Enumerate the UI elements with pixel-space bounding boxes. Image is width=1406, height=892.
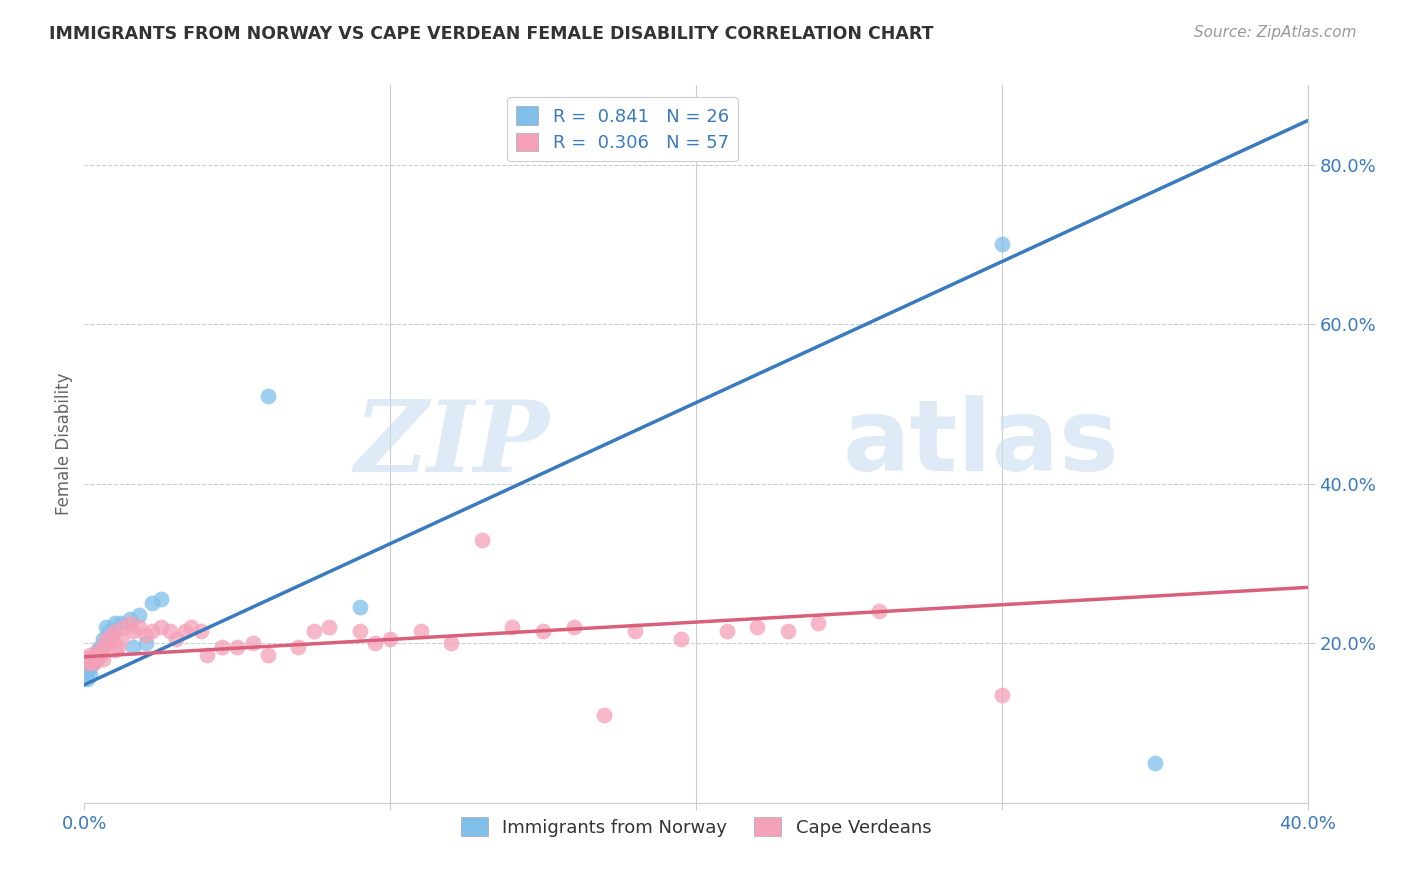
Point <box>318 620 340 634</box>
Point <box>91 652 114 666</box>
Point <box>1143 756 1166 770</box>
Point <box>135 628 157 642</box>
Point <box>107 640 129 655</box>
Point <box>716 624 738 639</box>
Point <box>89 648 111 663</box>
Point <box>76 656 98 670</box>
Point <box>91 640 114 655</box>
Point <box>149 620 172 634</box>
Point <box>180 620 202 634</box>
Point <box>79 656 101 670</box>
Point <box>593 708 616 723</box>
Point <box>211 640 233 655</box>
Point <box>89 648 111 663</box>
Point <box>89 642 111 657</box>
Point <box>257 389 280 403</box>
Point <box>190 624 212 639</box>
Point <box>141 624 163 639</box>
Point <box>120 612 142 626</box>
Point <box>128 620 150 634</box>
Point <box>991 237 1014 252</box>
Point <box>669 632 692 647</box>
Point <box>120 616 142 631</box>
Point <box>79 668 101 682</box>
Point <box>86 646 108 660</box>
Point <box>79 654 101 668</box>
Point <box>195 648 218 663</box>
Point <box>380 632 402 647</box>
Point <box>869 604 891 618</box>
Point <box>991 688 1014 702</box>
Point <box>79 648 101 663</box>
Point <box>97 624 120 639</box>
Point <box>287 640 309 655</box>
Point <box>112 620 135 634</box>
Point <box>141 596 163 610</box>
Legend: Immigrants from Norway, Cape Verdeans: Immigrants from Norway, Cape Verdeans <box>453 810 939 844</box>
Point <box>86 644 108 658</box>
Point <box>122 624 145 639</box>
Point <box>807 616 830 631</box>
Point <box>79 660 101 674</box>
Point <box>364 636 387 650</box>
Point <box>110 616 132 631</box>
Point <box>89 640 111 655</box>
Point <box>165 632 187 647</box>
Point <box>562 620 585 634</box>
Point <box>104 642 127 657</box>
Point <box>257 648 280 663</box>
Point <box>94 620 117 634</box>
Point <box>149 592 172 607</box>
Point <box>76 672 98 686</box>
Point <box>122 640 145 655</box>
Y-axis label: Female Disability: Female Disability <box>55 373 73 515</box>
Point <box>128 608 150 623</box>
Point <box>226 640 249 655</box>
Point <box>747 620 769 634</box>
Point <box>159 624 181 639</box>
Point <box>349 600 371 615</box>
Point <box>91 632 114 647</box>
Point <box>83 656 105 670</box>
Point <box>97 636 120 650</box>
Point <box>242 636 264 650</box>
Text: IMMIGRANTS FROM NORWAY VS CAPE VERDEAN FEMALE DISABILITY CORRELATION CHART: IMMIGRANTS FROM NORWAY VS CAPE VERDEAN F… <box>49 25 934 43</box>
Point <box>531 624 554 639</box>
Point <box>101 628 124 642</box>
Point <box>94 632 117 647</box>
Point <box>471 533 494 547</box>
Point <box>409 624 432 639</box>
Point <box>440 636 463 650</box>
Point <box>76 664 98 678</box>
Point <box>776 624 799 639</box>
Point <box>83 649 105 664</box>
Point <box>349 624 371 639</box>
Text: ZIP: ZIP <box>354 395 550 492</box>
Point <box>302 624 325 639</box>
Text: Source: ZipAtlas.com: Source: ZipAtlas.com <box>1194 25 1357 40</box>
Point <box>76 650 98 665</box>
Point <box>110 632 132 647</box>
Point <box>83 654 105 668</box>
Point <box>135 636 157 650</box>
Text: atlas: atlas <box>842 395 1119 492</box>
Point <box>624 624 647 639</box>
Point <box>502 620 524 634</box>
Point <box>86 652 108 666</box>
Point <box>83 650 105 665</box>
Point <box>104 624 127 639</box>
Point <box>104 616 127 631</box>
Point <box>101 628 124 642</box>
Point <box>174 624 197 639</box>
